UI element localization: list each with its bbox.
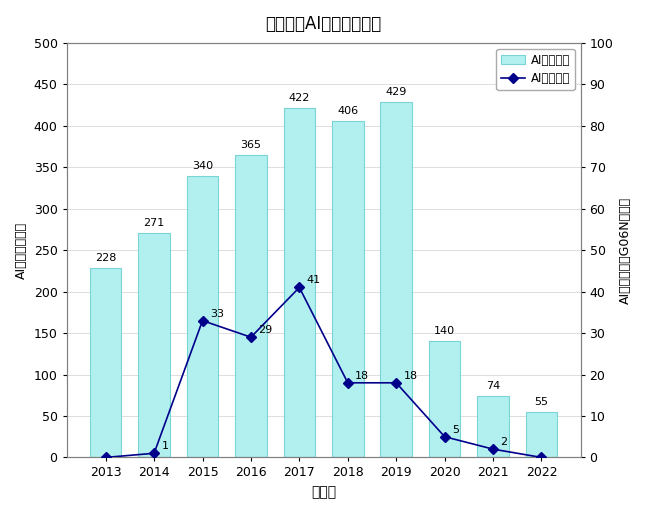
Bar: [236, 155, 267, 457]
Y-axis label: AIコア発明（G06N）／件: AIコア発明（G06N）／件: [619, 196, 632, 304]
Y-axis label: AI関連発明／件: AI関連発明／件: [15, 222, 28, 279]
Bar: [90, 268, 122, 457]
AIコア発明: [441, 434, 448, 440]
Text: 271: 271: [144, 218, 165, 228]
Text: 41: 41: [307, 276, 321, 285]
AIコア発明: [296, 284, 303, 290]
Text: 55: 55: [534, 397, 549, 407]
Text: 406: 406: [337, 106, 358, 116]
AIコア発明: [150, 450, 158, 456]
Bar: [477, 396, 509, 457]
AIコア発明: [102, 454, 109, 461]
Legend: AI関連発明, AIコア発明: AI関連発明, AIコア発明: [496, 49, 575, 90]
AIコア発明: [538, 454, 545, 461]
Text: 1: 1: [161, 441, 168, 451]
Bar: [429, 341, 461, 457]
AIコア発明: [392, 380, 400, 386]
Bar: [332, 121, 364, 457]
AIコア発明: [344, 380, 352, 386]
Bar: [187, 176, 218, 457]
Text: 18: 18: [404, 371, 417, 381]
Text: 422: 422: [289, 93, 310, 103]
Text: 429: 429: [386, 87, 407, 97]
Text: 228: 228: [95, 253, 116, 263]
Text: 5: 5: [452, 425, 459, 435]
Bar: [283, 107, 315, 457]
Text: 2: 2: [500, 437, 507, 447]
AIコア発明: [489, 446, 497, 452]
Bar: [526, 412, 557, 457]
AIコア発明: [247, 334, 255, 340]
Text: 340: 340: [192, 160, 213, 171]
Text: 33: 33: [210, 308, 224, 319]
Bar: [380, 102, 412, 457]
Text: 18: 18: [355, 371, 369, 381]
Line: AIコア発明: AIコア発明: [102, 284, 545, 461]
Text: 74: 74: [486, 381, 500, 391]
AIコア発明: [199, 318, 206, 324]
Text: 365: 365: [241, 140, 261, 150]
Bar: [138, 233, 170, 457]
X-axis label: 出願年: 出願年: [311, 485, 336, 499]
Text: 29: 29: [258, 325, 272, 335]
Text: 140: 140: [434, 326, 455, 336]
Title: 山梨県のAI関連特許出願: 山梨県のAI関連特許出願: [265, 15, 382, 33]
